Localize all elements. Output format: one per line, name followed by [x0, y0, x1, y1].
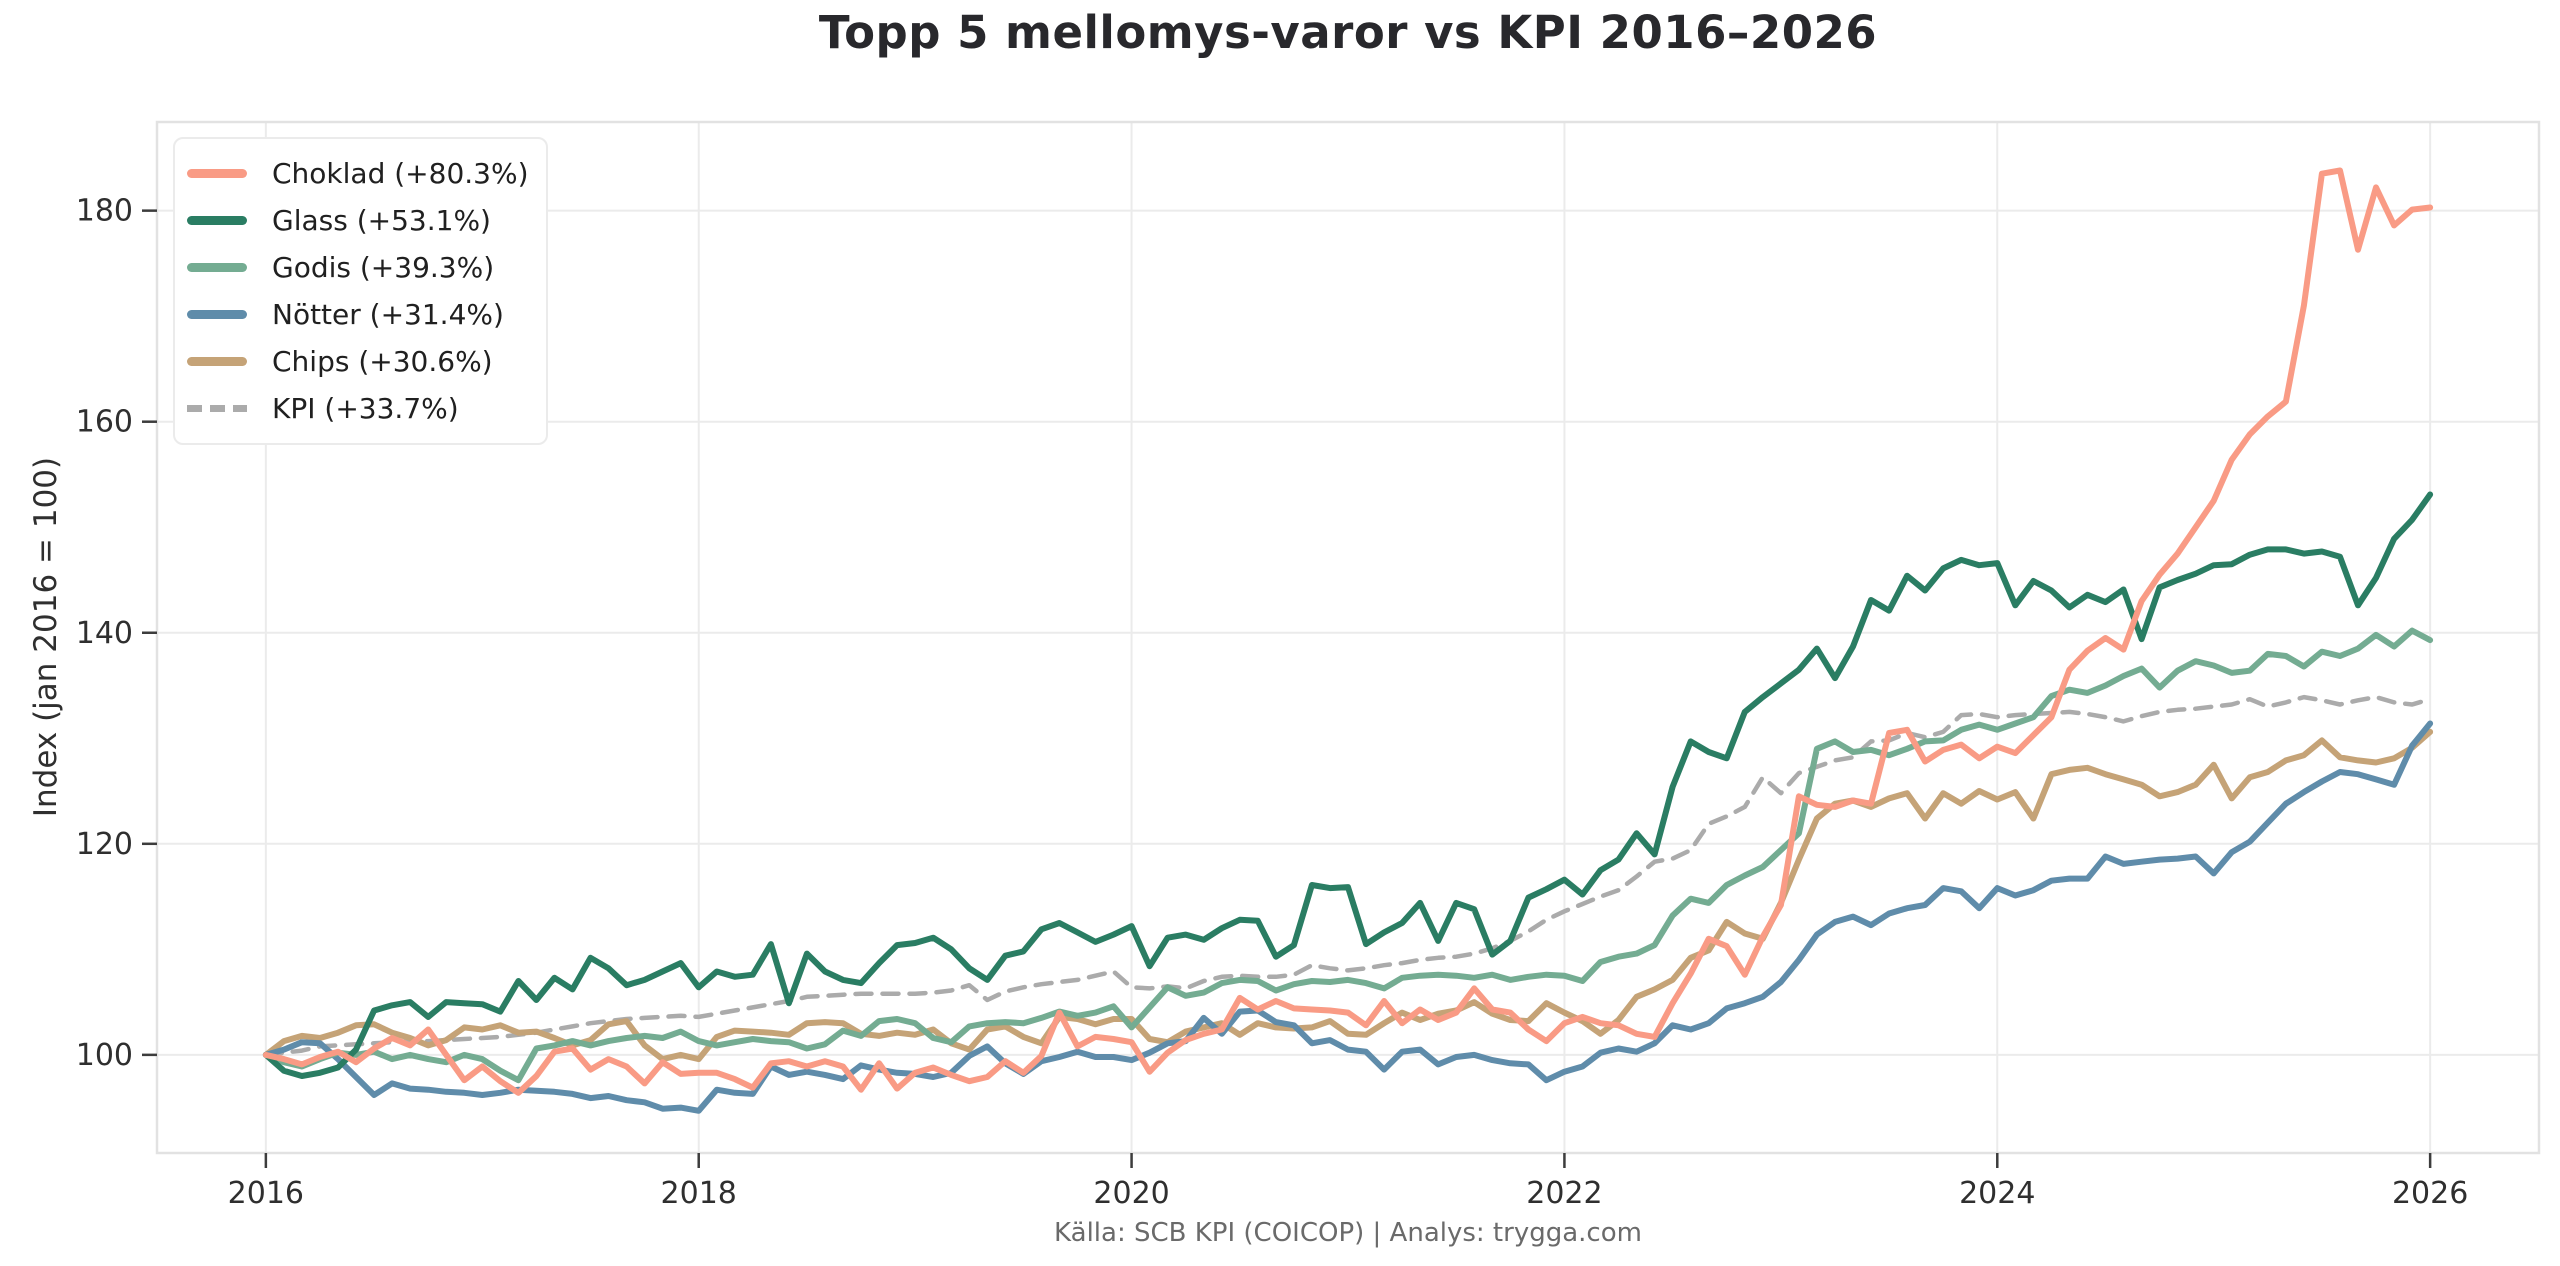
x-tick-label: 2024 — [1959, 1176, 2035, 1211]
legend-item-chips: Chips (+30.6%) — [187, 338, 546, 385]
axis-ticks: 2016 2018 2020 2022 2024 2026 100 120 140 160 180 — [76, 194, 2469, 1211]
series-line-chips — [262, 728, 2434, 1063]
legend-swatch-godis-icon — [187, 263, 247, 272]
plot-frame — [155, 120, 2541, 1155]
legend-label-godis: Godis (+39.3%) — [272, 251, 495, 284]
legend-label-kpi: KPI (+33.7%) — [272, 392, 459, 425]
series-line-kpi — [263, 694, 2433, 1058]
x-tick-label: 2018 — [661, 1176, 737, 1211]
legend-swatch-choklad-icon — [187, 169, 247, 178]
source-note: Källa: SCB KPI (COICOP) | Analys: trygga… — [1054, 1218, 1642, 1248]
y-tick-label: 120 — [76, 827, 133, 862]
y-tick-label: 180 — [76, 194, 133, 229]
legend-label-notter: Nötter (+31.4%) — [272, 298, 504, 331]
legend-swatch-glass-icon — [187, 216, 247, 225]
legend-swatch-chips-icon — [187, 357, 247, 366]
legend: Choklad (+80.3%) Glass (+53.1%) Godis (+39… — [173, 137, 548, 445]
y-tick-label: 100 — [76, 1038, 133, 1073]
legend-label-choklad: Choklad (+80.3%) — [272, 157, 529, 190]
series-lines — [262, 167, 2434, 1114]
x-tick-label: 2026 — [2392, 1176, 2468, 1211]
legend-swatch-notter-icon — [187, 310, 247, 319]
series-line-notter — [262, 720, 2434, 1114]
x-tick-label: 2022 — [1526, 1176, 1602, 1211]
series-line-choklad — [262, 167, 2434, 1096]
legend-item-choklad: Choklad (+80.3%) — [187, 150, 546, 197]
chart-title: Topp 5 mellomys-varor vs KPI 2016–2026 — [818, 6, 1878, 59]
y-tick-label: 160 — [76, 405, 133, 440]
legend-label-chips: Chips (+30.6%) — [272, 345, 493, 378]
y-tick-label: 140 — [76, 616, 133, 651]
x-tick-label: 2020 — [1093, 1176, 1169, 1211]
legend-item-kpi: KPI (+33.7%) — [187, 385, 546, 432]
legend-item-glass: Glass (+53.1%) — [187, 197, 546, 244]
legend-item-godis: Godis (+39.3%) — [187, 244, 546, 291]
legend-label-glass: Glass (+53.1%) — [272, 204, 491, 237]
legend-swatch-kpi-icon — [187, 405, 247, 412]
legend-item-notter: Nötter (+31.4%) — [187, 291, 546, 338]
series-line-godis — [262, 627, 2434, 1084]
series-line-glass — [262, 491, 2434, 1079]
x-tick-label: 2016 — [228, 1176, 304, 1211]
y-axis-label: Index (jan 2016 = 100) — [28, 456, 64, 818]
